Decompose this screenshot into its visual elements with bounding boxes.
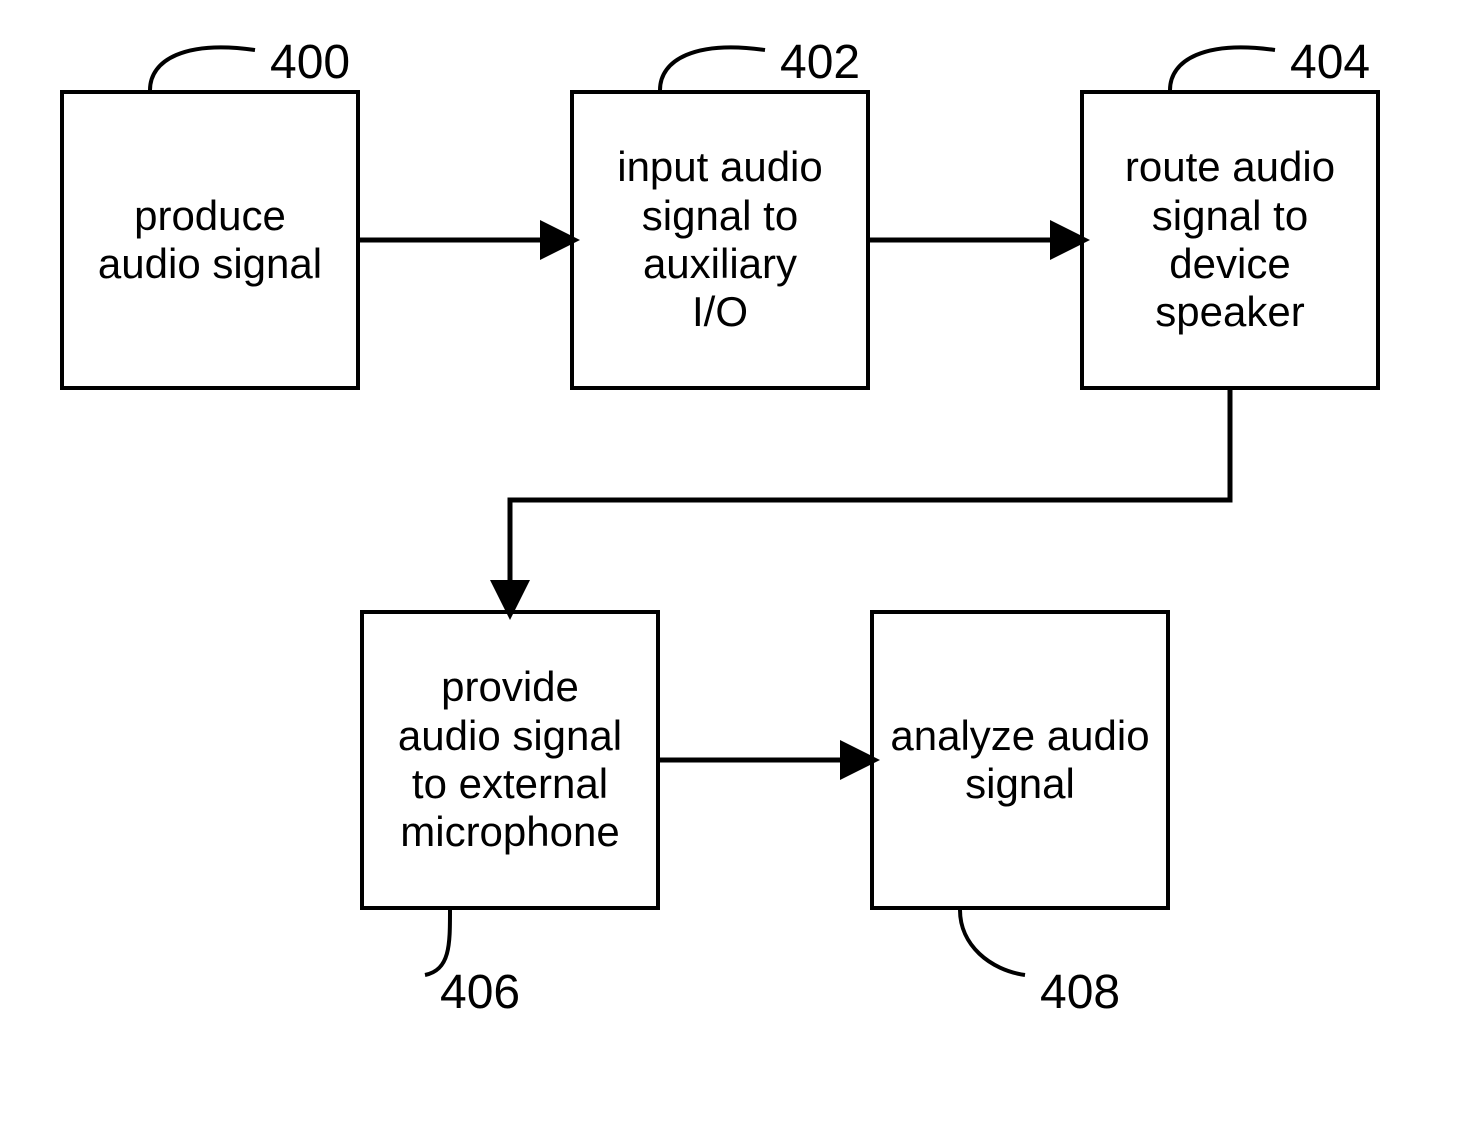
- node-406-text: provideaudio signalto externalmicrophone: [398, 663, 622, 856]
- callout-408: [960, 910, 1025, 975]
- node-400: produceaudio signal: [60, 90, 360, 390]
- node-404: route audiosignal todevicespeaker: [1080, 90, 1380, 390]
- node-406: provideaudio signalto externalmicrophone: [360, 610, 660, 910]
- node-402: input audiosignal toauxiliaryI/O: [570, 90, 870, 390]
- node-404-label: 404: [1290, 35, 1370, 90]
- callout-400: [150, 47, 255, 90]
- diagram-canvas: produceaudio signal 400 input audiosigna…: [0, 0, 1478, 1143]
- node-408: analyze audiosignal: [870, 610, 1170, 910]
- node-404-text: route audiosignal todevicespeaker: [1125, 143, 1335, 336]
- node-402-text: input audiosignal toauxiliaryI/O: [617, 143, 823, 336]
- callout-402: [660, 47, 765, 90]
- node-408-label: 408: [1040, 965, 1120, 1020]
- node-408-text: analyze audiosignal: [890, 712, 1149, 809]
- node-402-label: 402: [780, 35, 860, 90]
- node-400-label: 400: [270, 35, 350, 90]
- edge-404-406: [510, 390, 1230, 610]
- node-400-text: produceaudio signal: [98, 192, 322, 289]
- node-406-label: 406: [440, 965, 520, 1020]
- callout-404: [1170, 47, 1275, 90]
